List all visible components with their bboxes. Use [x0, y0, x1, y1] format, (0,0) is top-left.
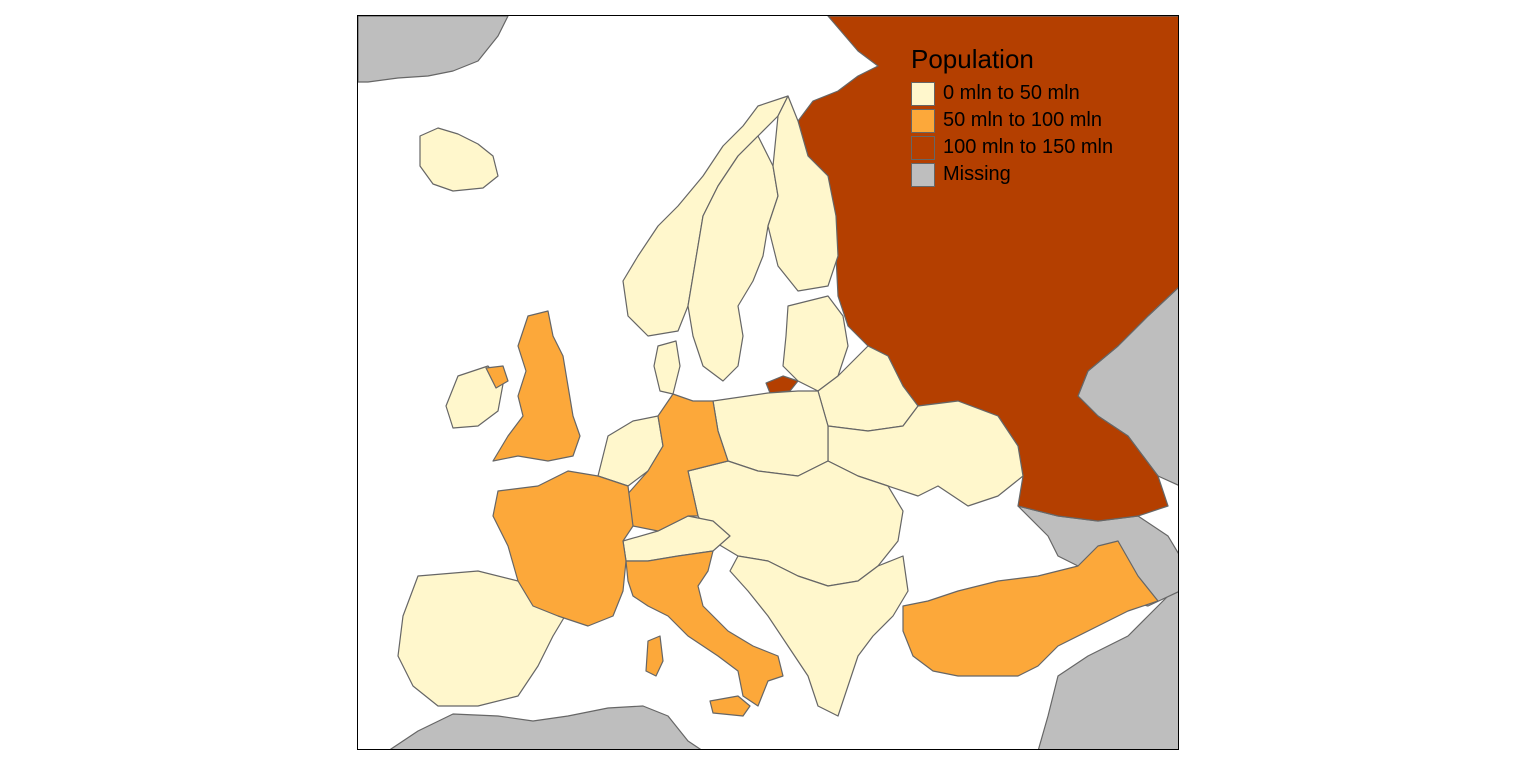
legend-label-low: 0 mln to 50 mln [943, 82, 1080, 104]
legend-item-high: 100 mln to 150 mln [911, 134, 1113, 161]
region-united-kingdom [492, 310, 581, 462]
legend-item-missing: Missing [911, 161, 1113, 188]
region-balkans [729, 555, 909, 717]
legend-item-low: 0 mln to 50 mln [911, 80, 1113, 107]
region-central-europe [687, 460, 904, 587]
region-finland [767, 95, 839, 292]
region-northern-ireland [485, 365, 509, 389]
region-sicily [709, 695, 751, 717]
region-sweden [687, 135, 779, 382]
choropleth-map [358, 16, 1178, 749]
region-denmark [653, 340, 681, 395]
map-panel: Population 0 mln to 50 mln 50 mln to 100… [357, 15, 1179, 750]
region-kaliningrad [765, 375, 799, 394]
legend: Population 0 mln to 50 mln 50 mln to 100… [911, 44, 1113, 188]
region-north-africa [389, 705, 702, 749]
region-iceland [419, 127, 499, 192]
legend-swatch-missing [911, 162, 935, 187]
region-germany [625, 393, 729, 532]
region-turkey [902, 540, 1159, 677]
legend-label-missing: Missing [943, 163, 1011, 185]
legend-swatch-low [911, 81, 935, 106]
region-italy [625, 550, 784, 707]
legend-item-mid: 50 mln to 100 mln [911, 107, 1113, 134]
region-france [492, 470, 634, 627]
legend-label-high: 100 mln to 150 mln [943, 136, 1114, 158]
region-middle-east [1037, 591, 1178, 749]
legend-label-mid: 50 mln to 100 mln [943, 109, 1102, 131]
legend-title: Population [911, 44, 1034, 74]
region-sardinia [645, 635, 664, 677]
region-greenland [358, 16, 509, 83]
legend-swatch-mid [911, 108, 935, 133]
legend-swatch-high [911, 135, 935, 160]
